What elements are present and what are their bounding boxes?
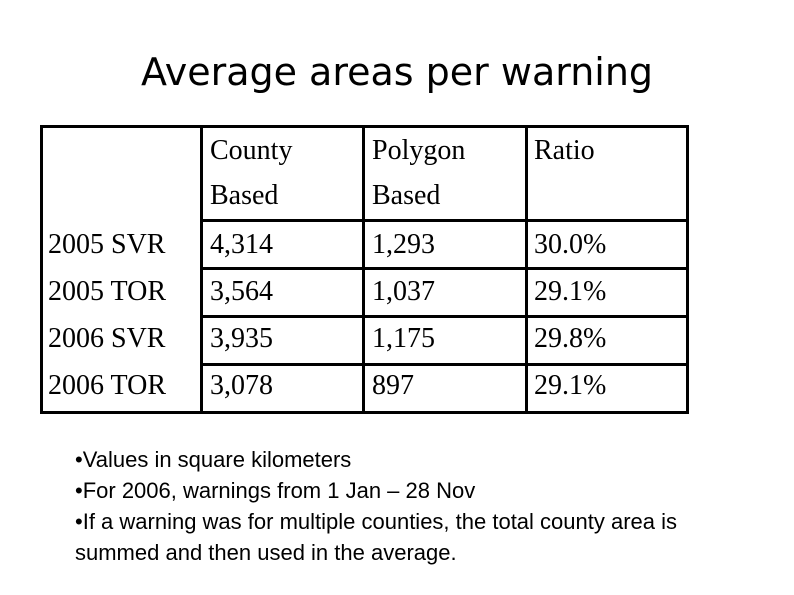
table-cell: 1,293 — [372, 229, 435, 260]
row-divider — [200, 315, 689, 318]
slide-title: Average areas per warning — [140, 50, 654, 94]
row-divider — [200, 219, 689, 222]
table-cell: 1,175 — [372, 323, 435, 354]
table-cell: 29.8% — [534, 323, 607, 354]
column-header: County Based — [210, 135, 293, 211]
table-cell: 3,564 — [210, 276, 273, 307]
table-border — [40, 125, 43, 414]
row-label: 2006 SVR — [48, 323, 166, 354]
note-item: •For 2006, warnings from 1 Jan – 28 Nov — [75, 478, 476, 503]
note-item: •Values in square kilometers — [75, 447, 352, 472]
row-label: 2005 SVR — [48, 229, 166, 260]
table-cell: 4,314 — [210, 229, 273, 260]
table-cell: 3,078 — [210, 370, 273, 401]
column-header: Ratio — [534, 135, 595, 166]
table-cell: 29.1% — [534, 276, 607, 307]
row-divider — [200, 363, 689, 366]
row-label: 2005 TOR — [48, 276, 166, 307]
table-cell: 3,935 — [210, 323, 273, 354]
table-cell: 29.1% — [534, 370, 607, 401]
note-item: •If a warning was for multiple counties,… — [75, 509, 678, 565]
row-label: 2006 TOR — [48, 370, 166, 401]
table-cell: 897 — [372, 370, 414, 401]
table-cell: 30.0% — [534, 229, 607, 260]
table-cell: 1,037 — [372, 276, 435, 307]
notes: •Values in square kilometers •For 2006, w… — [75, 444, 725, 568]
row-divider — [200, 267, 689, 270]
column-header: Polygon Based — [372, 135, 466, 211]
